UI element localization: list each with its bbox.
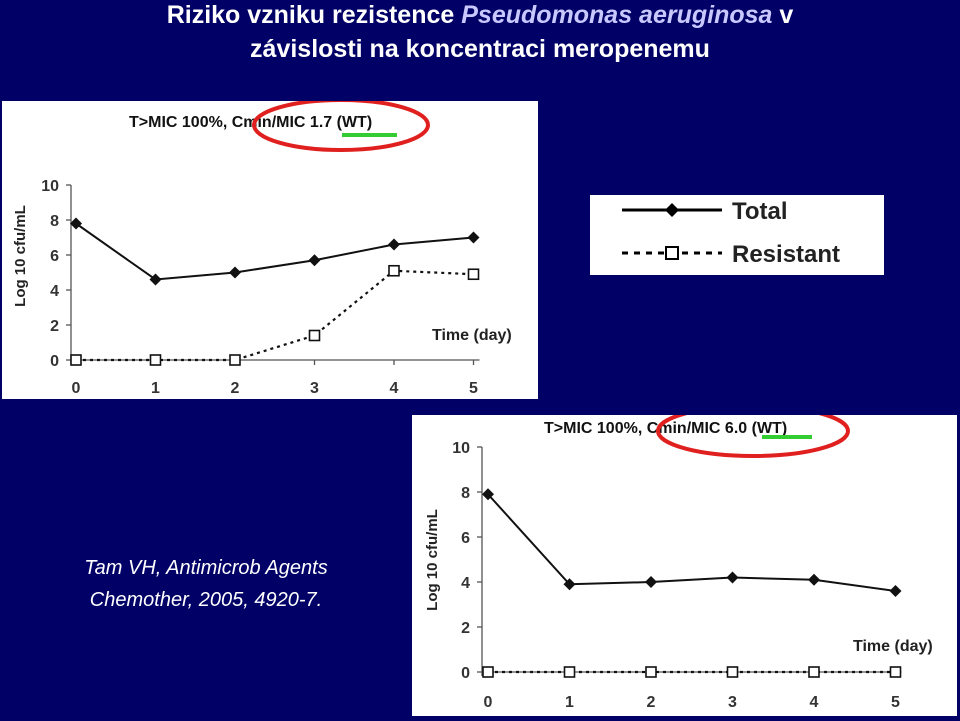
y-tick-label: 0 xyxy=(461,665,470,682)
x-tick-label: 0 xyxy=(72,380,81,397)
resistant-point xyxy=(645,666,657,678)
title-part1: Riziko vzniku rezistence xyxy=(166,1,462,29)
x-axis-label: Time (day) xyxy=(432,327,512,344)
resistant-point xyxy=(388,264,400,277)
x-tick-label: 4 xyxy=(390,380,399,397)
y-tick-label: 0 xyxy=(50,353,59,370)
y-tick-label: 4 xyxy=(50,283,59,300)
series-resistant-line xyxy=(76,269,474,362)
x-tick-label: 2 xyxy=(231,380,240,397)
resistant-point xyxy=(149,354,162,366)
chart-legend: Total Resistant xyxy=(590,195,884,275)
total-point xyxy=(229,266,241,279)
total-point xyxy=(726,571,739,584)
total-point xyxy=(482,488,494,501)
y-tick-label: 4 xyxy=(461,575,470,592)
x-tick-label: 2 xyxy=(647,694,656,711)
y-tick-label: 8 xyxy=(50,213,59,230)
total-point xyxy=(467,231,480,244)
total-point xyxy=(308,254,321,267)
total-point xyxy=(388,238,400,251)
total-point xyxy=(889,585,902,597)
legend-resistant-label: Resistant xyxy=(732,241,840,268)
legend-total-marker xyxy=(665,203,679,217)
y-tick-label: 6 xyxy=(50,248,59,265)
y-tick-label: 8 xyxy=(461,485,470,502)
y-axis-label: Log 10 cfu/mL xyxy=(424,509,441,611)
citation-line2: Chemother, 2005, 4920-7. xyxy=(89,589,323,611)
x-tick-label: 5 xyxy=(891,694,900,711)
x-tick-label: 1 xyxy=(565,694,574,711)
citation: Tam VH, Antimicrob Agents Chemother, 200… xyxy=(36,552,376,616)
x-tick-label: 3 xyxy=(310,380,319,397)
resistant-point xyxy=(229,354,241,366)
series-total-line xyxy=(487,493,896,592)
resistant-point xyxy=(889,666,902,678)
chart-title: T>MIC 100%, Cmin/MIC 1.7 (WT) xyxy=(129,114,372,131)
legend-graphic: Total Resistant xyxy=(622,198,840,268)
y-axis-label: Log 10 cfu/mL xyxy=(12,205,29,307)
total-point xyxy=(70,217,82,230)
x-tick-label: 5 xyxy=(469,380,478,397)
chart-title: T>MIC 100%, Cmin/MIC 6.0 (WT) xyxy=(544,420,787,437)
x-tick-label: 3 xyxy=(728,694,737,711)
series-total-line xyxy=(75,222,474,281)
total-point xyxy=(808,573,820,586)
resistant-point xyxy=(482,666,494,678)
x-tick-label: 0 xyxy=(484,694,493,711)
x-tick-label: 4 xyxy=(810,694,819,711)
total-point xyxy=(149,273,162,286)
y-tick-label: 2 xyxy=(461,620,470,637)
y-tick-label: 2 xyxy=(50,318,59,335)
resistant-point xyxy=(467,268,480,281)
legend-total-label: Total xyxy=(732,198,788,225)
title-species: Pseudomonas aeruginosa xyxy=(461,1,773,29)
title-part2: v xyxy=(772,1,794,29)
x-axis-label: Time (day) xyxy=(853,638,933,655)
chart-1: 0 2 4 6 8 10 0 1 2 3 4 5 T>MIC 100%, Cmin/MIC 1.7 (W… xyxy=(12,98,512,397)
chart-2: 0 2 4 6 8 10 0 1 2 3 4 5 T>MIC 100%, Cmin/MIC 6.0 (W… xyxy=(424,404,933,711)
legend-resistant-marker xyxy=(665,246,679,260)
y-tick-label: 6 xyxy=(461,530,470,547)
total-point xyxy=(563,578,576,591)
y-tick-label: 10 xyxy=(41,178,59,195)
y-tick-label: 10 xyxy=(452,440,470,457)
resistant-point xyxy=(563,666,576,678)
title-line2: závislosti na koncentraci meropenemu xyxy=(250,35,710,63)
resistant-point xyxy=(726,666,739,678)
chart-panel-2: 0 2 4 6 8 10 0 1 2 3 4 5 T>MIC 100%, Cmin/MIC 6.0 (W… xyxy=(412,404,957,716)
resistant-point xyxy=(308,329,321,342)
chart-panel-1: 0 2 4 6 8 10 0 1 2 3 4 5 T>MIC 100%, Cmin/MIC 1.7 (W… xyxy=(2,98,538,399)
resistant-point xyxy=(808,666,820,678)
total-point xyxy=(645,576,657,588)
resistant-point xyxy=(70,354,82,366)
x-tick-label: 1 xyxy=(151,380,160,397)
slide-title: Riziko vzniku rezistence Pseudomonas aer… xyxy=(0,0,960,66)
citation-line1: Tam VH, Antimicrob Agents xyxy=(84,557,328,579)
